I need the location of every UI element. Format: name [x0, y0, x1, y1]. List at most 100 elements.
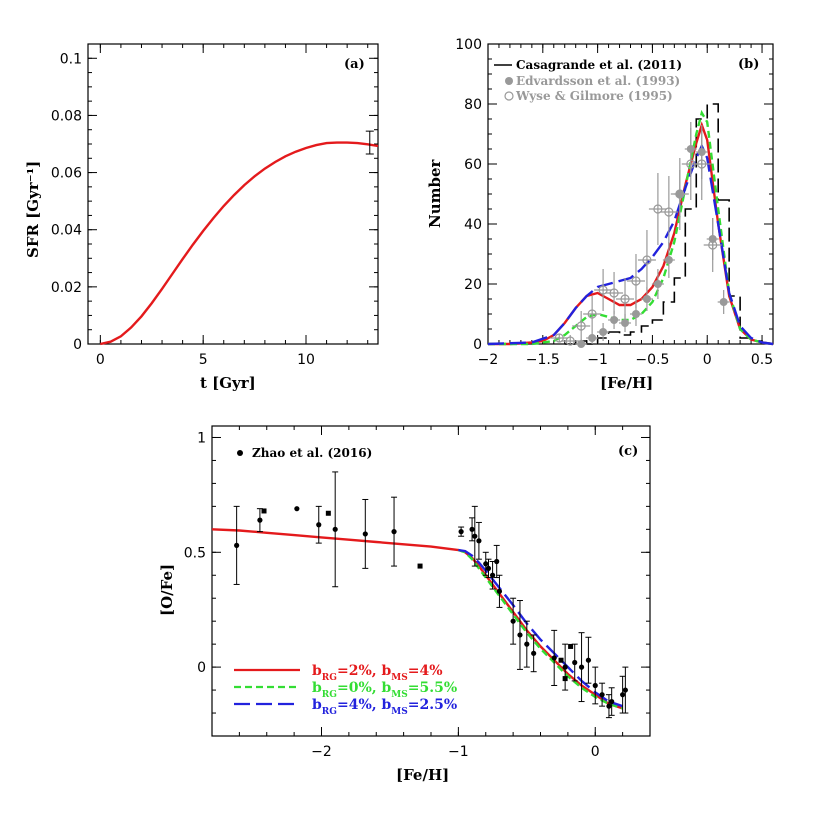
c-zhao-point [332, 526, 338, 532]
b-edvardsson-point [621, 319, 630, 327]
c-xtick-label: 0 [591, 744, 600, 760]
c-green-line [458, 548, 623, 710]
c-zhao-point [609, 698, 615, 705]
b-xtick-label: −0.5 [635, 352, 669, 368]
legend-text-part: MS [391, 707, 407, 717]
legend-zhao-marker [237, 450, 243, 456]
legend-text-part: MS [391, 673, 407, 683]
c-zhao-point [531, 650, 537, 656]
panel-b-legend: Casagrande et al. (2011) Edvardsson et a… [494, 58, 682, 103]
c-xtick-label: −1 [448, 744, 469, 760]
b-edvardsson-point [588, 334, 597, 342]
c-ytick-label: 0 [197, 660, 206, 676]
legend-text-part: RG [322, 690, 337, 700]
c-zhao-point [391, 529, 397, 535]
panel-c-legend-models: bRG=2%, bMS=4%bRG=0%, bMS=5.5%bRG=4%, bM… [234, 663, 457, 717]
b-blue-line [487, 143, 774, 346]
b-xtick-label: 0.5 [751, 352, 773, 368]
panel-a-series [100, 130, 379, 346]
a-xtick-label: 10 [297, 352, 315, 368]
legend-wyse-marker [504, 91, 514, 101]
b-xtick-label: −1.5 [526, 352, 560, 368]
legend-text-part: RG [322, 673, 337, 683]
legend-text-part: b [312, 663, 322, 679]
panel-b-ylabel: Number [426, 158, 444, 228]
b-wyse-point [664, 207, 674, 217]
b-ytick-label: 40 [464, 217, 482, 233]
c-red-line [211, 528, 623, 710]
b-wyse-point [598, 285, 608, 295]
panel-c-ticks: −2 −1 0 0 0.5 1 [184, 426, 651, 760]
c-zhao-point [485, 565, 492, 571]
a-ytick-label: 0.06 [51, 166, 82, 182]
b-wyse-point [609, 288, 619, 298]
c-zhao-point [524, 641, 530, 647]
panel-c-legend-data: Zhao et al. (2016) [237, 446, 372, 460]
c-zhao-point [517, 632, 523, 638]
b-wyse-point [587, 309, 597, 319]
b-xtick-label: 0 [703, 352, 712, 368]
panel-c-tag: (c) [618, 444, 638, 459]
b-wyse-point [565, 336, 575, 346]
c-zhao-point [572, 659, 578, 666]
c-zhao-point [472, 533, 478, 539]
legend-text-part: =5.5% [408, 680, 457, 696]
c-zhao-point [578, 664, 585, 670]
c-zhao-point [599, 692, 605, 698]
legend-zhao-label: Zhao et al. (2016) [252, 446, 372, 460]
c-zhao-point [294, 506, 300, 512]
c-zhao-point [458, 529, 464, 535]
c-xtick-label: −2 [311, 744, 332, 760]
c-zhao-point [234, 542, 240, 549]
b-green-line [488, 109, 774, 346]
c-legend-red-label: bRG=2%, bMS=4% [312, 663, 443, 683]
c-zhao-point [585, 657, 592, 663]
legend-text-part: b [312, 680, 322, 696]
c-zhao-point [551, 655, 557, 661]
b-wyse-point [653, 204, 663, 214]
b-edvardsson-point [719, 298, 728, 306]
b-edvardsson-point [686, 145, 695, 153]
c-zhao-point [562, 664, 568, 670]
c-zhao-point [469, 526, 475, 532]
b-edvardsson-point [664, 256, 673, 264]
b-wyse-point [554, 333, 564, 343]
c-zhao-point [494, 558, 500, 565]
legend-edvardsson-marker [505, 77, 513, 85]
panel-b-series [487, 109, 774, 346]
c-zhao-point [510, 618, 516, 624]
a-ytick-label: 0.1 [60, 51, 82, 67]
b-edvardsson-point [708, 235, 717, 243]
c-zhao-point [592, 682, 598, 689]
b-xtick-label: −1 [587, 352, 608, 368]
c-ytick-label: 1 [197, 430, 206, 446]
a-ytick-label: 0.04 [51, 223, 82, 239]
b-wyse-point [631, 276, 641, 286]
c-zhao-point [489, 572, 496, 578]
b-red-line [488, 121, 774, 346]
legend-wyse-label: Wyse & Gilmore (1995) [515, 89, 673, 103]
a-xtick-label: 5 [199, 352, 208, 368]
b-ytick-label: 20 [464, 277, 482, 293]
c-zhao-point [257, 517, 263, 523]
b-edvardsson-point [577, 340, 586, 348]
legend-text-part: =4%, b [337, 697, 392, 713]
legend-text-part: =0%, b [337, 680, 392, 696]
c-zhao-point [606, 703, 612, 709]
a-ytick-label: 0.02 [51, 280, 82, 296]
panel-c-ofe: −2 −1 0 0 0.5 1 (c) [Fe/H] [O/Fe] Zhao et al.… [158, 425, 651, 784]
panel-a-sfr: 0 5 10 0 0.02 0.04 0.06 0.08 0.1 (a) t [Gyr] SFR… [24, 43, 379, 392]
c-square-point [568, 643, 574, 649]
b-edvardsson-point [642, 295, 651, 303]
b-wyse-point [642, 255, 652, 265]
a-xtick-label: 0 [96, 352, 105, 368]
b-edvardsson-point [675, 190, 684, 198]
b-ytick-label: 60 [464, 157, 482, 173]
legend-text-part: =2%, b [337, 663, 392, 679]
a-red-line [100, 141, 379, 346]
panel-c-ylabel: [O/Fe] [158, 564, 176, 616]
b-wyse-point [576, 321, 586, 331]
legend-text-part: =4% [408, 663, 443, 679]
c-zhao-point [362, 531, 368, 537]
